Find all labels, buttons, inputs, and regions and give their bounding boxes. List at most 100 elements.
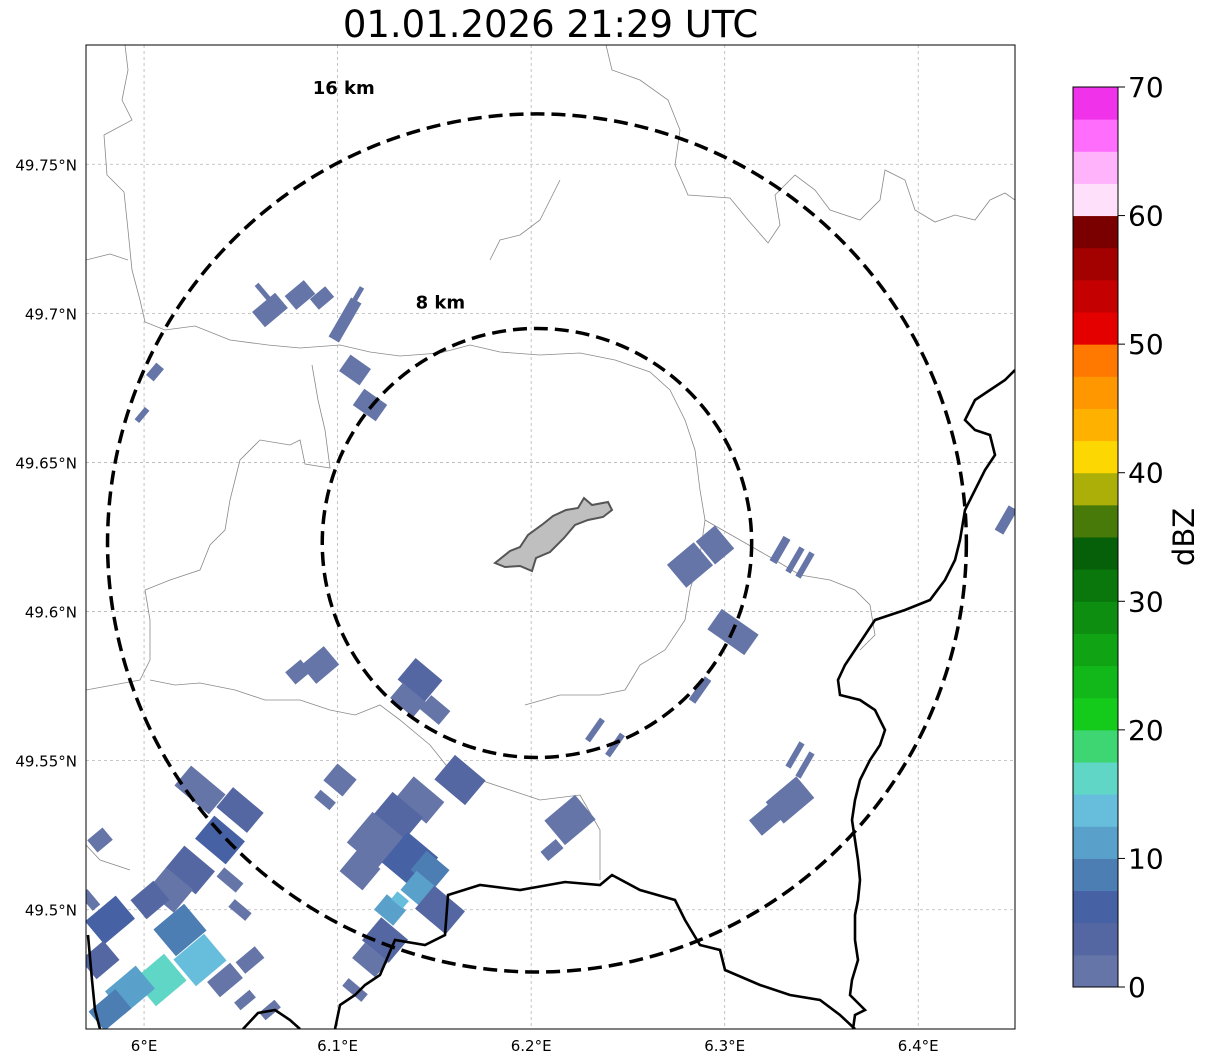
colorbar-bin [1073, 344, 1118, 377]
colorbar-bin [1073, 247, 1118, 281]
reflectivity-echo [795, 551, 815, 579]
reflectivity-echo [165, 845, 215, 895]
map-frame [85, 44, 1016, 1030]
reflectivity-echo [309, 286, 335, 310]
colorbar-bin [1073, 504, 1118, 538]
country-borders [86, 369, 1015, 1029]
reflectivity-echo [391, 891, 409, 909]
colorbar-bin [1073, 890, 1118, 924]
reflectivity-echo [174, 765, 226, 815]
colorbar-frame [1072, 86, 1119, 988]
lat-tick-label: 49.55°N [15, 753, 77, 771]
lat-tick-label: 49.7°N [25, 305, 77, 323]
lon-tick-label: 6.2°E [511, 1037, 552, 1055]
colorbar-tick-label: 20 [1128, 714, 1164, 747]
reflectivity-echo [216, 867, 244, 893]
reflectivity-echo [342, 978, 368, 1002]
range-ring [105, 112, 969, 974]
reflectivity-echo [994, 505, 1015, 535]
longitude-ticks: 6°E 6.1°E 6.2°E 6.3°E 6.4°E [131, 1037, 939, 1055]
reflectivity-echo [228, 899, 252, 921]
colorbar-bin [1073, 119, 1118, 152]
colorbar-bin [1073, 794, 1118, 827]
colorbar-label: dBZ [1167, 508, 1201, 566]
reflectivity-echo [252, 292, 288, 328]
reflectivity-echo [349, 286, 365, 306]
colorbar-tick-label: 30 [1128, 585, 1164, 618]
reflectivity-echo [666, 542, 714, 588]
reflectivity-echo [361, 917, 409, 963]
reflectivity-echo [765, 776, 815, 824]
radar-echoes [86, 280, 1015, 1029]
reflectivity-echo [605, 732, 625, 758]
reflectivity-echo [373, 894, 407, 926]
colorbar-bin [1073, 279, 1118, 313]
reflectivity-echo [195, 815, 245, 865]
reflectivity-echo [339, 354, 371, 386]
lat-tick-label: 49.5°N [25, 902, 77, 920]
colorbar-bin [1073, 376, 1118, 409]
colorbar-bin [1073, 954, 1118, 988]
colorbar-bin [1073, 183, 1118, 217]
reflectivity-echo [87, 827, 113, 853]
reflectivity-echo [695, 525, 735, 565]
colorbar-tick-label: 60 [1128, 200, 1164, 233]
colorbar-bin [1073, 922, 1118, 956]
reflectivity-echo [419, 695, 451, 725]
colorbar-bin [1073, 440, 1118, 474]
reflectivity-echo [207, 962, 243, 998]
reflectivity-echo [688, 676, 712, 704]
reflectivity-echo [339, 849, 381, 891]
reflectivity-echo [300, 646, 340, 684]
reflectivity-echo [235, 946, 265, 974]
range-ring [320, 326, 754, 760]
lat-tick-label: 49.75°N [15, 156, 77, 174]
reflectivity-echo [153, 903, 207, 957]
chart-title: 01.01.2026 21:29 UTC [342, 3, 759, 46]
lat-tick-label: 49.6°N [25, 604, 77, 622]
reflectivity-echo [234, 989, 256, 1011]
colorbar-tick-label: 70 [1128, 71, 1164, 104]
reflectivity-echo [146, 362, 164, 382]
colorbar-bin [1073, 858, 1118, 892]
reflectivity-echo [86, 895, 135, 945]
reflectivity-echo [544, 794, 596, 846]
reflectivity-echo [323, 763, 357, 797]
reflectivity-echo [748, 804, 782, 836]
reflectivity-echo [390, 682, 426, 718]
reflectivity-echo [785, 741, 805, 769]
colorbar: 0 10 20 30 40 50 60 70 dBZ [1072, 71, 1201, 1004]
lon-tick-label: 6.1°E [317, 1037, 358, 1055]
reflectivity-echo [769, 535, 791, 565]
colorbar-bin [1073, 151, 1118, 184]
reflectivity-echo [146, 867, 194, 913]
range-rings: 8 km 16 km [105, 78, 969, 974]
reflectivity-echo [328, 297, 362, 343]
reflectivity-echo [434, 754, 486, 806]
reflectivity-echo [415, 885, 465, 935]
reflectivity-echo [130, 880, 170, 920]
colorbar-tick-label: 40 [1128, 457, 1164, 490]
lat-tick-label: 49.65°N [15, 454, 77, 472]
reflectivity-echo [397, 658, 443, 702]
reflectivity-echo [314, 789, 336, 811]
colorbar-bin [1073, 569, 1118, 602]
reflectivity-echo [395, 776, 445, 824]
reflectivity-echo [585, 717, 605, 743]
colorbar-tick-label: 0 [1128, 971, 1146, 1004]
colorbar-bin [1073, 537, 1118, 570]
reflectivity-echo [795, 751, 815, 779]
reflectivity-echo [88, 989, 132, 1029]
colorbar-bin [1073, 87, 1118, 120]
reflectivity-echo [254, 282, 272, 302]
colorbar-bin [1073, 472, 1118, 506]
gridlines [86, 45, 1015, 1029]
colorbar-bin [1073, 826, 1118, 859]
reflectivity-echo [352, 388, 388, 422]
range-ring-label: 16 km [313, 78, 375, 99]
colorbar-tick-label: 10 [1128, 842, 1164, 875]
range-ring-label: 8 km [416, 292, 466, 313]
lon-tick-label: 6°E [131, 1037, 158, 1055]
colorbar-bin [1073, 215, 1118, 249]
